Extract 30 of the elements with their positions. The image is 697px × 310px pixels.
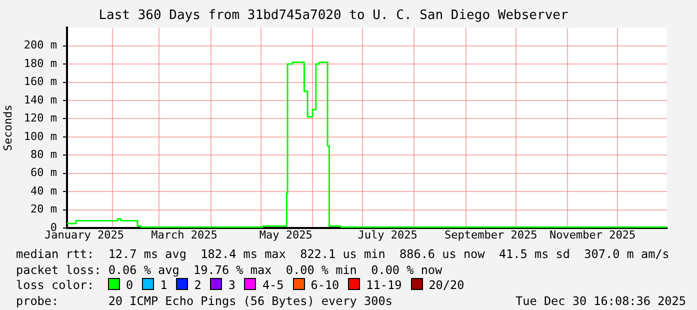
x-tick-label: November 2025 <box>550 228 636 242</box>
y-tick-label: 100 m <box>24 130 58 143</box>
y-tick-label: 180 m <box>24 56 58 70</box>
text: Tue Dec 30 16:08:36 2025 <box>516 294 686 309</box>
text: probe: 20 ICMP Echo Pings (56 Bytes) every 300s <box>16 294 392 308</box>
text: packet loss: 0.06 % avg 19.76 % max 0.00 % min 0.00 % now <box>16 262 444 278</box>
text: median rtt: 12.7 ms avg 182.4 ms max 822.1 us min 886.6 us now 41.5 ms sd 307.0 m am/s <box>16 247 670 262</box>
legend-label: 2 <box>194 278 202 292</box>
x-tick-label: March 2025 <box>151 228 218 242</box>
y-tick-label: 200 m <box>24 38 58 52</box>
legend-label: 0 <box>126 278 134 292</box>
y-tick-label: 80 m <box>30 148 58 161</box>
y-tick-label: 160 m <box>24 75 58 88</box>
x-tick-label: May 2025 <box>259 228 312 242</box>
legend-label: 4-5 <box>262 278 284 292</box>
x-tick-label: September 2025 <box>444 228 538 242</box>
legend-label: 1 <box>160 278 168 292</box>
y-tick-label: 20 m <box>30 202 58 216</box>
y-tick-label: 120 m <box>24 112 58 125</box>
legend-label: 11-19 <box>366 278 402 292</box>
legend-label: 20/20 <box>428 278 464 292</box>
legend-label: 3 <box>228 278 236 292</box>
legend-label: 6-10 <box>310 278 340 292</box>
legend-title: loss color: <box>16 278 96 294</box>
x-tick-label: July 2025 <box>358 228 418 242</box>
chart-title: Last 360 Days from 31bd745a7020 to U. C. San Diego Webserver <box>98 8 568 24</box>
y-tick-label: 140 m <box>24 93 58 106</box>
y-axis-title: Seconds <box>1 104 14 151</box>
y-tick-label: 60 m <box>30 166 58 180</box>
y-tick-label: 40 m <box>30 184 58 198</box>
